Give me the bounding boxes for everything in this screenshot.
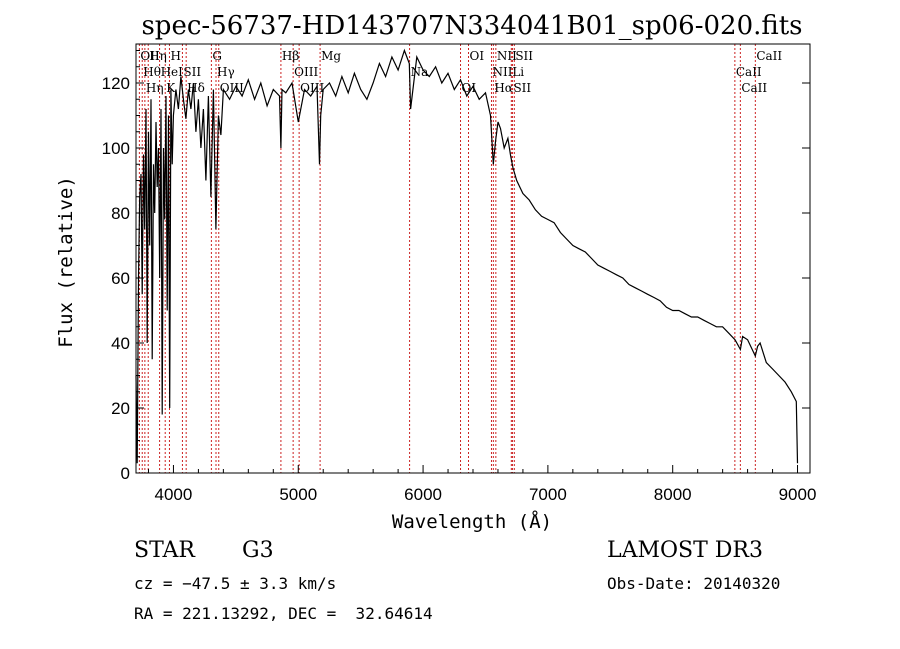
- marker-label-hη: Hη: [149, 49, 167, 63]
- object-class: STAR: [134, 538, 195, 563]
- x-axis: 4000 5000 6000 7000 8000 9000: [147, 465, 817, 504]
- marker-label-mg: Mg: [321, 49, 341, 63]
- spectrum-line: [135, 48, 799, 464]
- y-axis-label: Flux (relative): [55, 176, 77, 348]
- x-tick-label: 6000: [404, 485, 442, 504]
- marker-label-hγ: Hγ: [217, 65, 235, 79]
- marker-label-li: Li: [512, 65, 524, 79]
- spectral-line-markers: [138, 44, 756, 473]
- marker-label-nii: NII: [497, 49, 517, 63]
- marker-label-oiii: OIII: [294, 65, 318, 79]
- marker-label-hδ: Hδ: [187, 81, 205, 95]
- marker-label-sii: SII: [515, 49, 533, 63]
- marker-label-hβ: Hβ: [282, 49, 299, 63]
- marker-label-k: K: [166, 81, 176, 95]
- x-tick-label: 8000: [654, 485, 692, 504]
- marker-label-h: H: [170, 49, 180, 63]
- marker-label-g: G: [212, 49, 222, 63]
- x-tick-label: 5000: [279, 485, 317, 504]
- observation-date: Obs-Date: 20140320: [607, 574, 781, 593]
- marker-label-oi: OI: [470, 49, 485, 63]
- chart-title: spec-56737-HD143707N334041B01_sp06-020.f…: [141, 11, 802, 41]
- y-tick-label: 0: [121, 464, 130, 483]
- y-axis: 0 20 40 60 80 100 120: [102, 50, 810, 483]
- y-tick-label: 40: [111, 334, 130, 353]
- marker-label-hα: Hα: [494, 81, 513, 95]
- x-tick-label: 7000: [529, 485, 567, 504]
- y-tick-label: 60: [111, 269, 130, 288]
- marker-label-oii: OII: [140, 49, 160, 63]
- marker-label-caii: CaII: [756, 49, 782, 63]
- marker-label-caii: CaII: [741, 81, 767, 95]
- marker-label-sii: SII: [513, 81, 531, 95]
- y-tick-label: 20: [111, 399, 130, 418]
- y-tick-label: 120: [102, 74, 130, 93]
- marker-label-sii: SII: [183, 65, 201, 79]
- marker-label-caii: CaII: [736, 65, 762, 79]
- marker-label-nii: NII: [492, 65, 512, 79]
- marker-label-hθ: Hθ: [143, 65, 161, 79]
- ra-dec-coordinates: RA = 221.13292, DEC = 32.64614: [134, 604, 433, 623]
- survey-name: LAMOST DR3: [607, 538, 763, 563]
- marker-label-hei: HeI: [161, 65, 184, 79]
- redshift-cz: cz = −47.5 ± 3.3 km/s: [134, 574, 337, 593]
- x-tick-label: 4000: [155, 485, 193, 504]
- marker-label-oiii: OIII: [220, 81, 244, 95]
- x-tick-label: 9000: [779, 485, 817, 504]
- object-subclass: G3: [242, 538, 274, 563]
- marker-label-hη: Hη: [146, 81, 164, 95]
- x-axis-label: Wavelength (Å): [392, 510, 552, 533]
- y-tick-label: 80: [111, 204, 130, 223]
- y-tick-label: 100: [102, 139, 130, 158]
- plot-frame: [135, 43, 811, 474]
